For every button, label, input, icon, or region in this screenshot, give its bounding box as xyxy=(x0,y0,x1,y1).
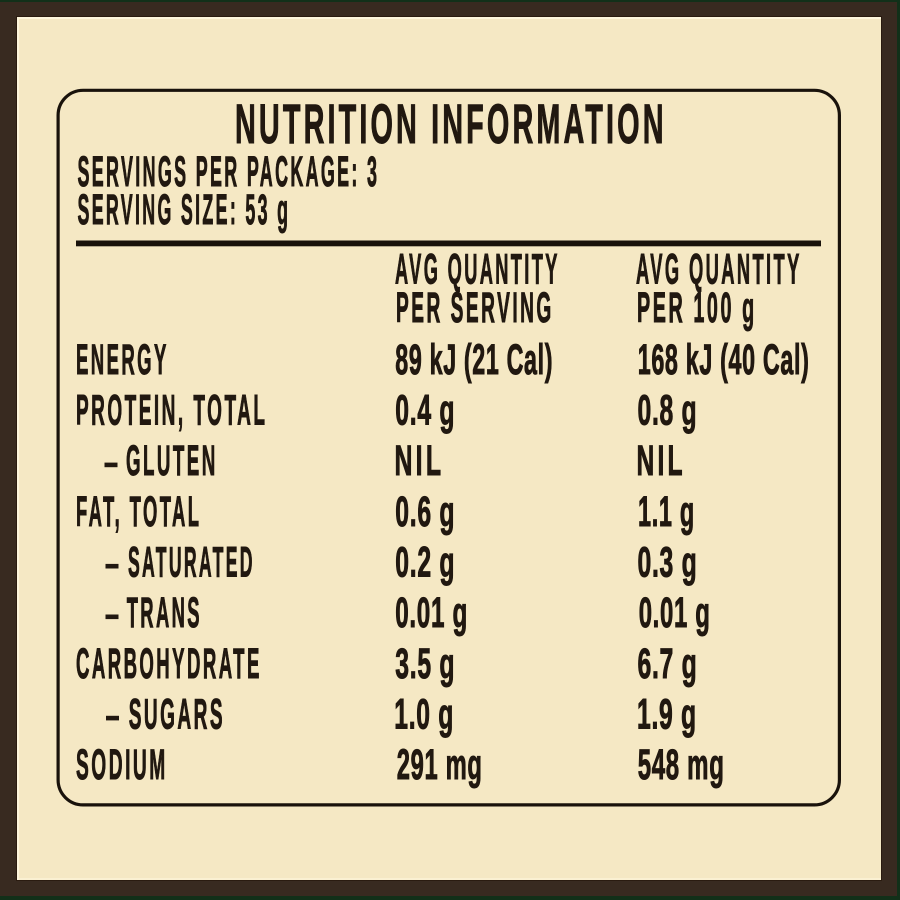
svg-text:FAT, TOTAL: FAT, TOTAL xyxy=(76,488,201,535)
svg-text:0.8 g: 0.8 g xyxy=(638,387,698,434)
svg-text:PER 100 g: PER 100 g xyxy=(637,284,757,331)
svg-text:0.01 g: 0.01 g xyxy=(395,589,468,636)
svg-text:SODIUM: SODIUM xyxy=(76,741,168,788)
svg-text:SUGARS: SUGARS xyxy=(129,690,225,737)
svg-text:0.6 g: 0.6 g xyxy=(395,488,455,535)
svg-text:NIL: NIL xyxy=(637,437,686,484)
svg-text:NUTRITION INFORMATION: NUTRITION INFORMATION xyxy=(235,93,667,155)
svg-text:0.2 g: 0.2 g xyxy=(395,539,455,586)
svg-text:0.3 g: 0.3 g xyxy=(638,539,698,586)
svg-text:0.4 g: 0.4 g xyxy=(395,387,455,434)
svg-text:AVG QUANTITY: AVG QUANTITY xyxy=(395,246,560,293)
svg-text:291 mg: 291 mg xyxy=(397,741,483,788)
svg-text:6.7 g: 6.7 g xyxy=(638,640,698,687)
svg-text:CARBOHYDRATE: CARBOHYDRATE xyxy=(76,640,262,687)
svg-text:SERVINGS PER PACKAGE: 3: SERVINGS PER PACKAGE: 3 xyxy=(78,148,380,195)
svg-text:168 kJ (40 Cal): 168 kJ (40 Cal) xyxy=(638,336,810,383)
svg-text:PER SERVING: PER SERVING xyxy=(396,284,554,331)
svg-text:89 kJ (21 Cal): 89 kJ (21 Cal) xyxy=(395,336,553,383)
svg-text:0.01 g: 0.01 g xyxy=(639,589,711,636)
svg-text:NIL: NIL xyxy=(395,437,445,484)
svg-text:548 mg: 548 mg xyxy=(638,741,725,788)
svg-text:1.1 g: 1.1 g xyxy=(638,488,695,535)
svg-text:1.9 g: 1.9 g xyxy=(637,690,697,737)
svg-text:3.5 g: 3.5 g xyxy=(395,640,455,687)
svg-text:GLUTEN: GLUTEN xyxy=(126,437,218,484)
svg-text:AVG QUANTITY: AVG QUANTITY xyxy=(636,246,802,293)
svg-text:SERVING SIZE: 53 g: SERVING SIZE: 53 g xyxy=(78,186,291,233)
svg-text:1.0 g: 1.0 g xyxy=(394,690,454,737)
svg-text:PROTEIN, TOTAL: PROTEIN, TOTAL xyxy=(76,387,267,434)
svg-text:TRANS: TRANS xyxy=(127,589,202,636)
svg-text:ENERGY: ENERGY xyxy=(76,336,169,383)
svg-text:SATURATED: SATURATED xyxy=(128,539,255,586)
